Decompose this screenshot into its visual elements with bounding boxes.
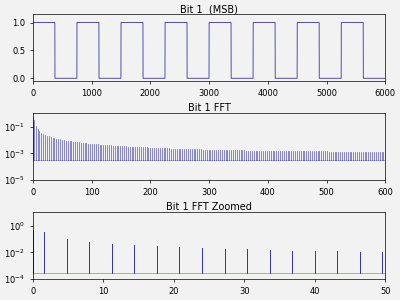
Title: Bit 1 FFT Zoomed: Bit 1 FFT Zoomed [166,202,252,212]
Title: Bit 1  (MSB): Bit 1 (MSB) [180,4,238,14]
Title: Bit 1 FFT: Bit 1 FFT [188,103,230,113]
